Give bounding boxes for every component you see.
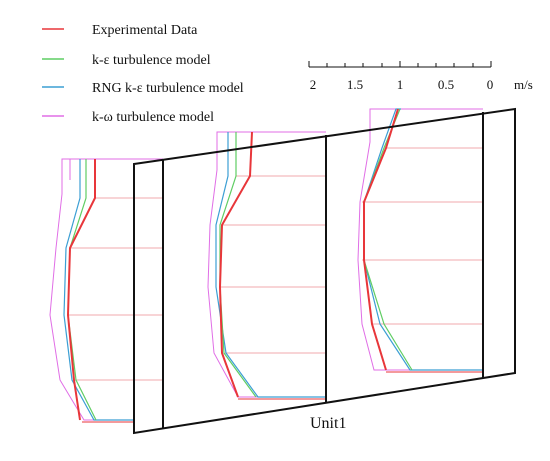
scale-unit-label: m/s <box>514 77 533 92</box>
scale-tick-label: 2 <box>310 77 317 92</box>
station-3-profiles <box>357 108 483 373</box>
legend: Experimental Data k-ε turbulence model R… <box>42 23 244 125</box>
station-2-experimental-profile <box>218 131 253 398</box>
unit-frame <box>133 107 516 435</box>
station-1-profiles <box>49 158 163 423</box>
station-3-grid-lines <box>362 147 483 325</box>
station-1-grid-lines <box>68 197 163 381</box>
station-3-experimental-profile <box>363 108 399 371</box>
station-2-rng-profile <box>215 132 326 398</box>
station-2-k-omega-profile <box>207 131 326 398</box>
station-2-profiles <box>207 131 326 400</box>
station-1-experimental-profile <box>66 159 96 421</box>
legend-label-k-epsilon: k-ε turbulence model <box>92 53 211 68</box>
scale-tick-label: 1.5 <box>347 77 363 92</box>
legend-label-rng-k-epsilon: RNG k-ε turbulence model <box>92 81 244 96</box>
scale-tick-label: 1 <box>397 77 404 92</box>
velocity-scale-bar: 2 1.5 1 0.5 0 m/s <box>308 61 533 92</box>
unit-label: Unit1 <box>310 415 346 432</box>
station-3-k-omega-profile <box>357 108 483 371</box>
legend-label-k-omega: k-ω turbulence model <box>92 110 214 125</box>
scale-tick-label: 0.5 <box>438 77 454 92</box>
unit-frame-outline <box>133 107 516 435</box>
station-1-rng-profile <box>63 159 134 421</box>
scale-tick-label: 0 <box>487 77 494 92</box>
legend-label-experimental: Experimental Data <box>92 23 198 38</box>
